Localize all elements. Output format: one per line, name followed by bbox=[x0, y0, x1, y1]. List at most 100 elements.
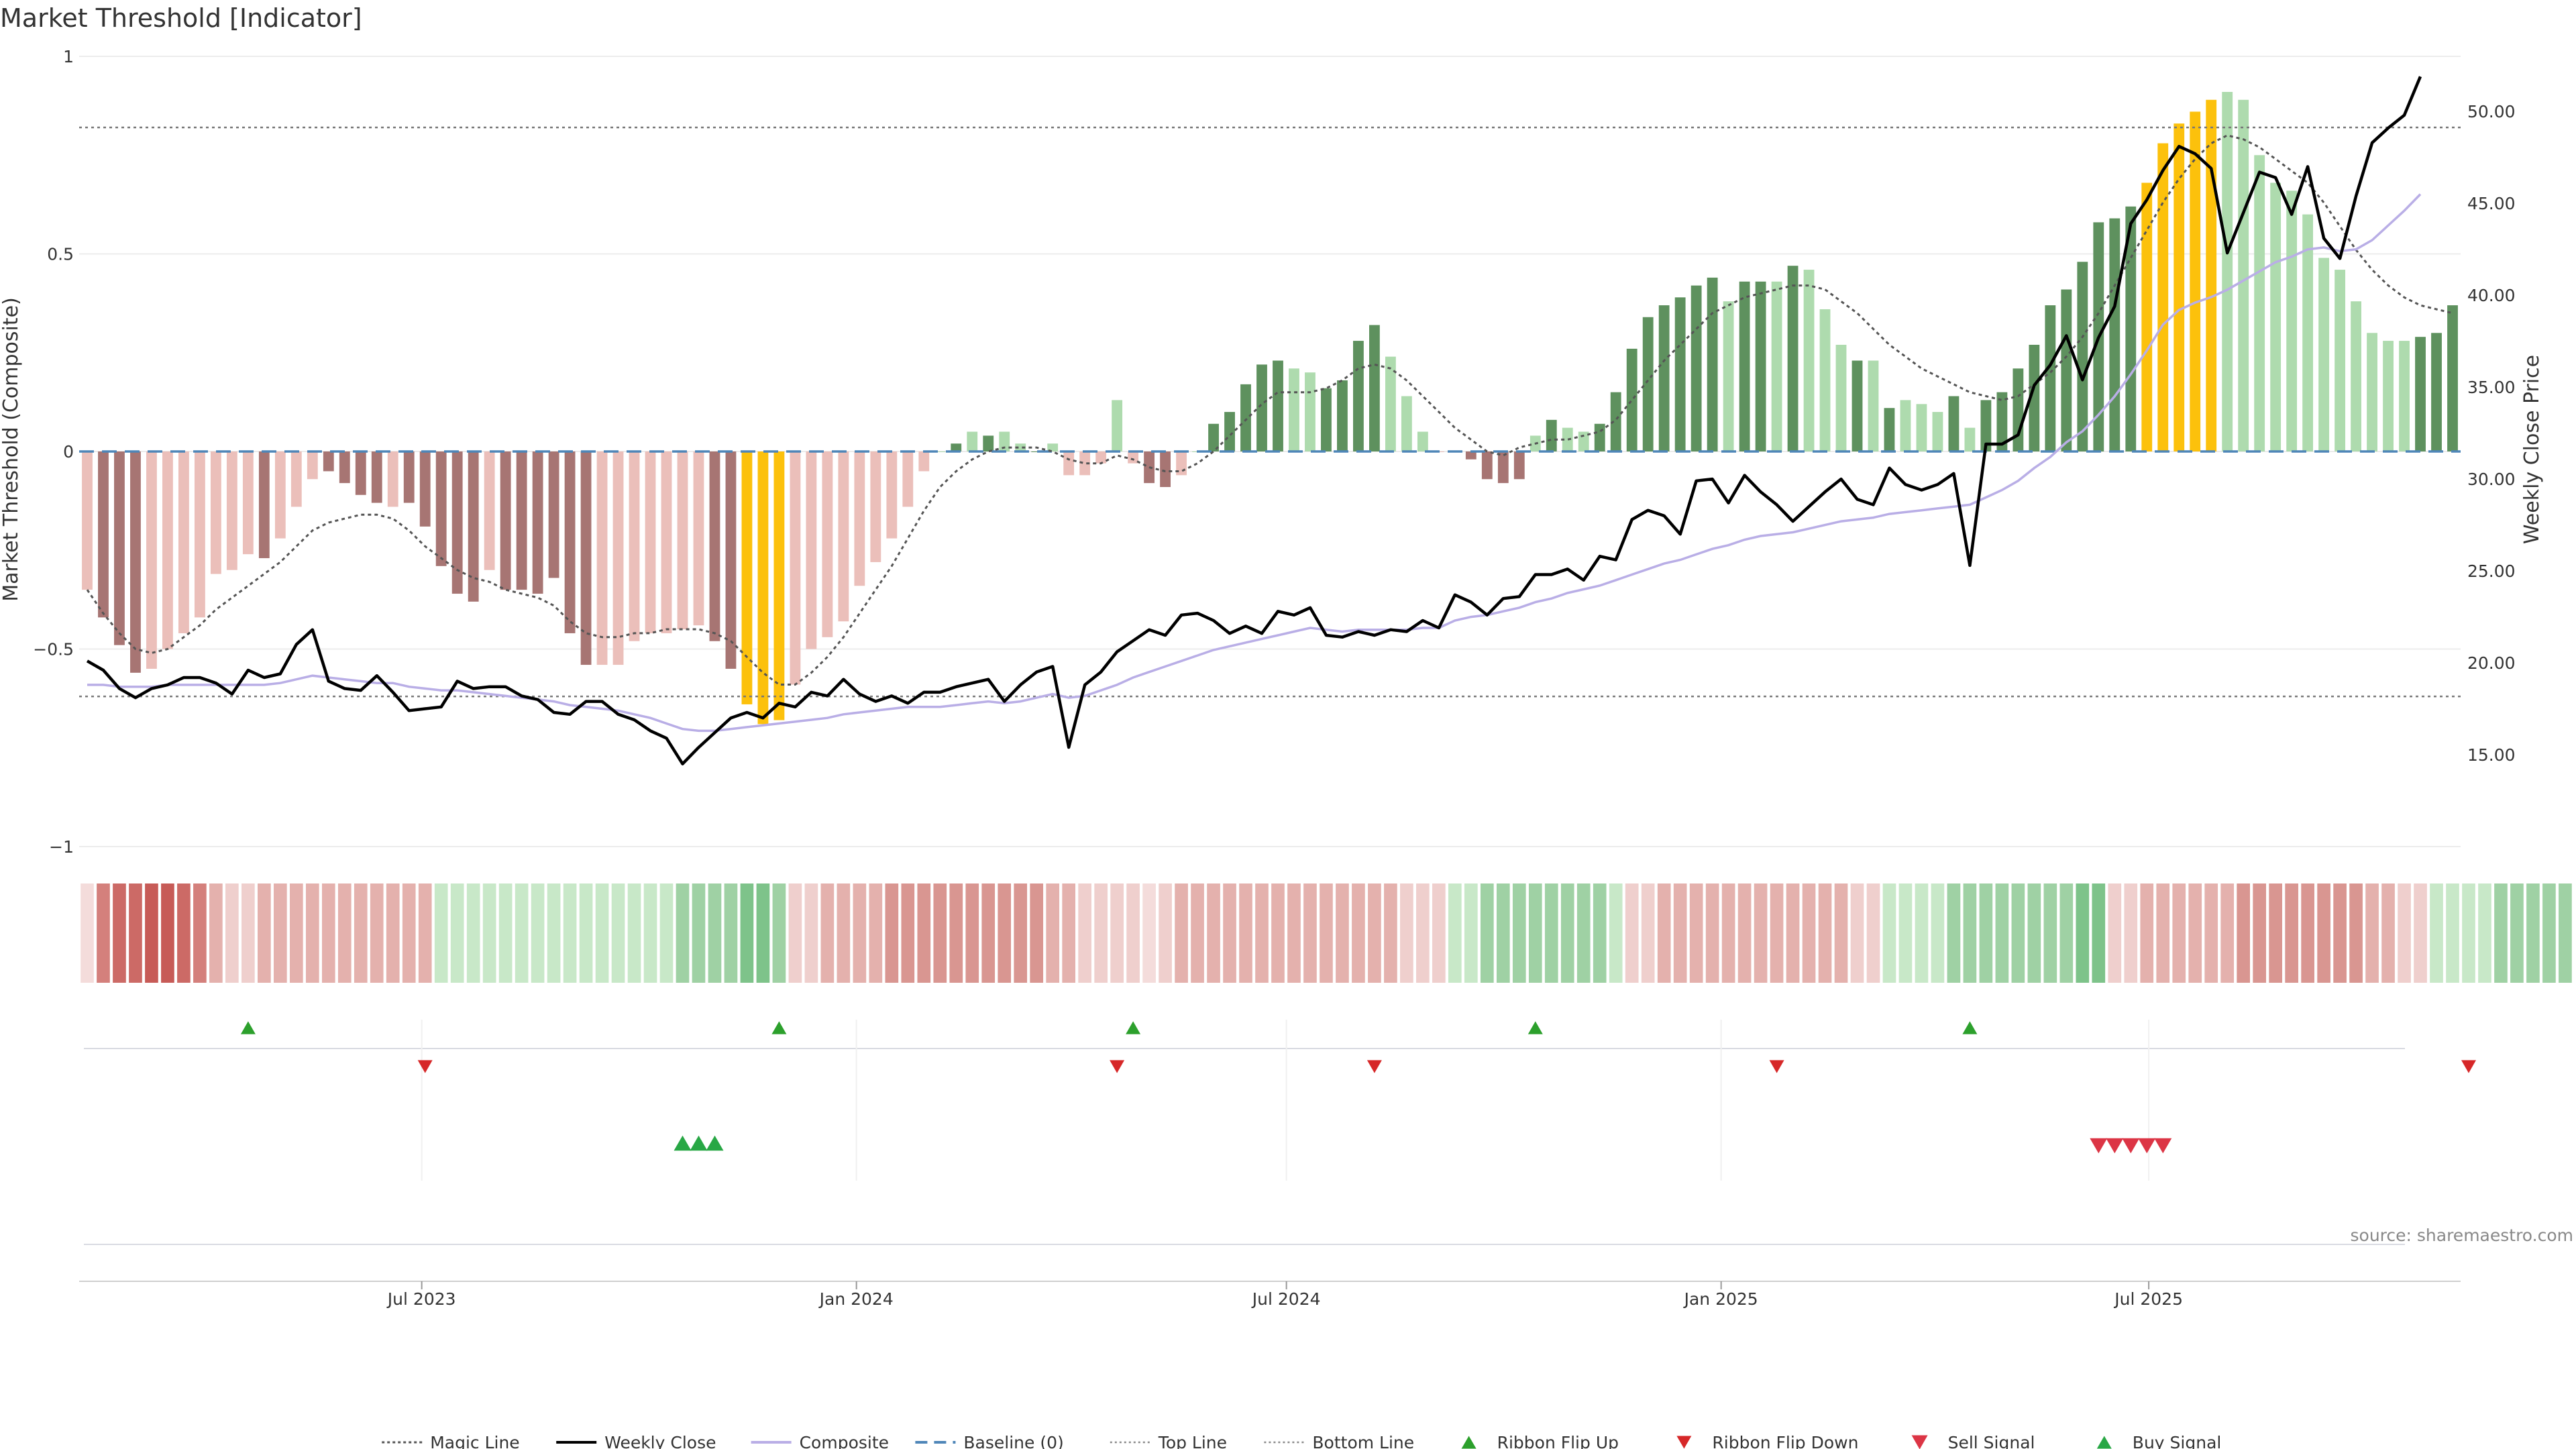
ribbon-cell bbox=[1496, 883, 1510, 983]
ribbon-cell bbox=[756, 883, 770, 983]
ribbon-cell bbox=[531, 883, 545, 983]
composite-bar bbox=[371, 451, 382, 503]
composite-bar bbox=[2254, 155, 2265, 451]
composite-bar bbox=[1980, 400, 1992, 451]
composite-bar bbox=[1658, 305, 1670, 451]
buy-signal-marker bbox=[674, 1135, 692, 1151]
ribbon-cell bbox=[643, 883, 657, 983]
legend-swatch bbox=[1676, 1436, 1692, 1449]
ribbon-cell bbox=[129, 883, 142, 983]
ribbon-cell bbox=[1818, 883, 1832, 983]
ribbon-cell bbox=[2526, 883, 2540, 983]
composite-bar bbox=[1546, 419, 1557, 451]
ribbon-flip-up-marker bbox=[1527, 1021, 1543, 1034]
composite-bar bbox=[2174, 123, 2185, 451]
ribbon-cell bbox=[1737, 883, 1752, 983]
ribbon-cell bbox=[1014, 883, 1028, 983]
composite-bar bbox=[983, 435, 994, 451]
ribbon-cell bbox=[80, 883, 94, 983]
composite-bar bbox=[1208, 423, 1219, 451]
ribbon-cell bbox=[1802, 883, 1816, 983]
ribbon-cell bbox=[547, 883, 561, 983]
ribbon-cell bbox=[2398, 883, 2411, 983]
ribbon-cell bbox=[2462, 883, 2475, 983]
ribbon-cell bbox=[772, 883, 786, 983]
composite-bar bbox=[2302, 214, 2314, 451]
ribbon-cell bbox=[354, 883, 368, 983]
composite-bar bbox=[725, 451, 737, 669]
ribbon-cell bbox=[1126, 883, 1140, 983]
composite-bar bbox=[2399, 341, 2410, 451]
legend-label: Buy Signal bbox=[2133, 1433, 2222, 1449]
composite-bar bbox=[2367, 333, 2377, 451]
composite-bar bbox=[451, 451, 463, 594]
ribbon-cell bbox=[1271, 883, 1285, 983]
ribbon-cell bbox=[1850, 883, 1864, 983]
ribbon-cell bbox=[1432, 883, 1446, 983]
legend: Magic Line Weekly Close Composite Baseline … bbox=[382, 1433, 2221, 1449]
ribbon-flip-down-marker bbox=[1769, 1060, 1784, 1073]
ribbon-cell bbox=[1915, 883, 1929, 983]
composite-bars bbox=[82, 92, 2458, 724]
ribbon-cell bbox=[820, 883, 835, 983]
composite-bar bbox=[2270, 182, 2282, 451]
composite-bar bbox=[999, 431, 1010, 451]
weekly-close-line bbox=[86, 76, 2422, 765]
composite-bar bbox=[2045, 305, 2056, 451]
legend-label: Sell Signal bbox=[1948, 1433, 2035, 1449]
composite-line bbox=[87, 193, 2422, 733]
composite-bar bbox=[1594, 423, 1605, 451]
composite-bar bbox=[661, 451, 672, 633]
ribbon-flip-up-marker bbox=[240, 1021, 256, 1034]
composite-bar bbox=[1755, 281, 1766, 451]
ribbon-cell bbox=[466, 883, 480, 983]
composite-bar bbox=[2141, 182, 2153, 451]
composite-bar bbox=[178, 451, 189, 633]
composite-bar bbox=[1819, 309, 1831, 451]
ribbon-cell bbox=[1544, 883, 1558, 983]
ribbon-cell bbox=[2317, 883, 2330, 983]
ribbon-strip bbox=[80, 883, 2572, 983]
ribbon-flip-down-marker bbox=[417, 1060, 433, 1073]
ribbon-cell bbox=[2204, 883, 2218, 983]
composite-bar bbox=[1256, 364, 1267, 451]
y-tick-left: 1 bbox=[63, 47, 74, 66]
ribbon-cell bbox=[1094, 883, 1108, 983]
composite-bar bbox=[1626, 348, 1638, 451]
ribbon-cell bbox=[563, 883, 577, 983]
ribbon-cell bbox=[1705, 883, 1719, 983]
ribbon-cell bbox=[1239, 883, 1252, 983]
legend-item: Ribbon Flip Down bbox=[1676, 1433, 1858, 1449]
x-tick-label: Jan 2024 bbox=[818, 1289, 894, 1309]
legend-swatch bbox=[2096, 1436, 2112, 1449]
legend-swatch bbox=[1911, 1435, 1928, 1449]
ribbon-cell bbox=[2333, 883, 2347, 983]
legend-label: Magic Line bbox=[430, 1433, 520, 1449]
ribbon-cell bbox=[193, 883, 207, 983]
sell-signal-marker bbox=[2138, 1138, 2156, 1154]
composite-bar bbox=[226, 451, 237, 570]
ribbon-cell bbox=[161, 883, 174, 983]
ribbon-cell bbox=[1352, 883, 1365, 983]
composite-bar bbox=[564, 451, 576, 633]
ribbon-cell bbox=[1384, 883, 1397, 983]
buy-signal-marker bbox=[706, 1135, 724, 1151]
ribbon-cell bbox=[724, 883, 738, 983]
composite-bar bbox=[2157, 143, 2169, 451]
ribbon-cell bbox=[2108, 883, 2122, 983]
ribbon-cell bbox=[627, 883, 641, 983]
legend-label: Top Line bbox=[1158, 1433, 1227, 1449]
ribbon-cell bbox=[1947, 883, 1961, 983]
chart-title: Market Threshold [Indicator] bbox=[0, 3, 362, 33]
ribbon-cell bbox=[1754, 883, 1768, 983]
composite-bar bbox=[500, 451, 511, 590]
composite-bar bbox=[1015, 443, 1026, 451]
ribbon-cell bbox=[595, 883, 609, 983]
composite-bar bbox=[1787, 266, 1799, 451]
composite-bar bbox=[1224, 412, 1235, 451]
composite-bar bbox=[596, 451, 608, 665]
ribbon-cell bbox=[321, 883, 335, 983]
ribbon-cell bbox=[869, 883, 883, 983]
y-tick-left: 0 bbox=[63, 442, 74, 462]
